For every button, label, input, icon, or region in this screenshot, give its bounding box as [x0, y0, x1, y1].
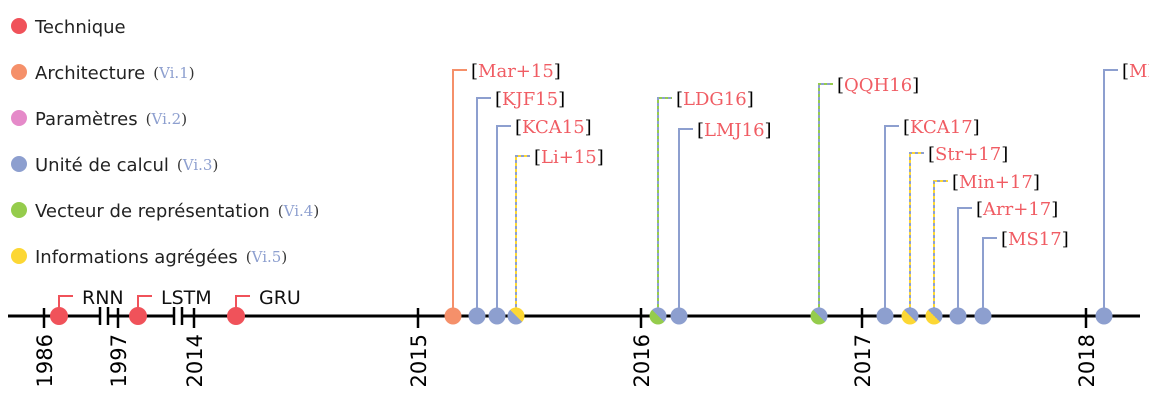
- year-label-2014: 2014: [183, 334, 207, 387]
- reference-stem-dash-str-17: [909, 152, 924, 316]
- reference-stem-mar-15: [452, 69, 467, 316]
- year-label-2018: 2018: [1075, 334, 1099, 387]
- reference-marker-mly18: [1095, 307, 1113, 325]
- reference-marker-kjf15: [468, 307, 486, 325]
- legend-label-vecteur: Vecteur de représentation: [35, 201, 270, 222]
- reference-label-ldg16: [LDG16]: [676, 89, 754, 110]
- reference-label-min-17: [Min+17]: [952, 172, 1040, 193]
- reference-stem-str-17: [909, 152, 924, 316]
- technique-label-lstm: LSTM: [161, 287, 212, 309]
- legend-label-informations: Informations agrégées: [35, 247, 238, 268]
- year-label-2017: 2017: [851, 334, 875, 387]
- reference-stem-dash-ldg16: [657, 97, 672, 316]
- legend-dot-vecteur: [11, 202, 27, 218]
- reference-stem-li-15: [515, 155, 530, 316]
- legend-label-unite: Unité de calcul: [35, 155, 169, 176]
- reference-stem-mly18: [1103, 69, 1118, 316]
- timeline-axis: [8, 307, 1140, 328]
- reference-marker-mar-15: [444, 307, 462, 325]
- reference-stem-kca15: [496, 125, 511, 316]
- reference-label-qqh16: [QQH16]: [837, 75, 919, 96]
- reference-marker-ldg16: [649, 307, 667, 325]
- reference-label-mly18: [MLY18]: [1122, 61, 1149, 82]
- reference-stem-qqh16: [818, 83, 833, 316]
- reference-stem-dash-min-17: [933, 180, 948, 316]
- legend-ref-architecture: (Vi.1): [153, 64, 194, 82]
- reference-stem-dash-qqh16: [818, 83, 833, 316]
- reference-label-ms17: [MS17]: [1001, 229, 1069, 250]
- legend-dot-architecture: [11, 64, 27, 80]
- reference-marker-min-17: [925, 307, 943, 325]
- legend: Technique Architecture (Vi.1) Paramètres (Vi…: [11, 17, 319, 268]
- reference-stems: [58, 69, 1118, 316]
- reference-marker-lmj16: [670, 307, 688, 325]
- legend-section-ref: Vi.2: [151, 110, 182, 128]
- technique-marker-gru: [227, 307, 245, 325]
- reference-marker-arr-17: [949, 307, 967, 325]
- reference-label-kca17: [KCA17]: [903, 117, 980, 138]
- legend-section-ref: Vi.3: [182, 156, 213, 174]
- year-label-2016: 2016: [630, 334, 654, 387]
- timeline-markers: RNN LSTM GRU [Mar+15] [KJF15] [KCA15] [Li+15] […: [50, 61, 1149, 325]
- reference-stem-lmj16: [678, 128, 693, 316]
- technique-label-gru: GRU: [259, 287, 301, 309]
- legend-dot-technique: [11, 18, 27, 34]
- reference-stem-min-17: [933, 180, 948, 316]
- year-label-2015: 2015: [407, 334, 431, 387]
- legend-section-ref: Vi.1: [158, 64, 189, 82]
- reference-marker-qqh16: [810, 307, 828, 325]
- technique-marker-rnn: [50, 307, 68, 325]
- reference-stem-arr-17: [957, 207, 972, 316]
- reference-label-lmj16: [LMJ16]: [697, 120, 772, 141]
- legend-label-parametres: Paramètres: [35, 109, 138, 130]
- reference-marker-kca15: [488, 307, 506, 325]
- reference-marker-ms17: [974, 307, 992, 325]
- technique-marker-lstm: [129, 307, 147, 325]
- axis-break-gap: [100, 312, 108, 320]
- legend-dot-parametres: [11, 110, 27, 126]
- reference-label-mar-15: [Mar+15]: [471, 61, 561, 82]
- legend-label-architecture: Architecture: [35, 63, 145, 84]
- legend-dot-unite: [11, 156, 27, 172]
- reference-label-kca15: [KCA15]: [515, 117, 592, 138]
- legend-ref-unite: (Vi.3): [177, 156, 218, 174]
- reference-label-kjf15: [KJF15]: [495, 89, 565, 110]
- legend-ref-parametres: (Vi.2): [146, 110, 187, 128]
- reference-marker-li-15: [507, 307, 525, 325]
- technique-label-rnn: RNN: [82, 287, 124, 309]
- legend-label-technique: Technique: [34, 17, 126, 38]
- legend-section-ref: Vi.4: [283, 202, 314, 220]
- reference-label-li-15: [Li+15]: [534, 147, 604, 168]
- reference-stem-ldg16: [657, 97, 672, 316]
- reference-label-arr-17: [Arr+17]: [976, 199, 1058, 220]
- reference-label-str-17: [Str+17]: [928, 144, 1008, 165]
- year-label-1986: 1986: [33, 334, 57, 387]
- reference-stem-kjf15: [476, 97, 491, 316]
- reference-stem-ms17: [982, 237, 997, 316]
- legend-ref-vecteur: (Vi.4): [278, 202, 319, 220]
- year-labels: 1986 1997 2014 2015 2016 2017 2018: [33, 334, 1099, 387]
- legend-ref-informations: (Vi.5): [246, 248, 287, 266]
- reference-stem-dash-li-15: [515, 155, 530, 316]
- year-label-1997: 1997: [107, 334, 131, 387]
- axis-break-gap: [174, 312, 182, 320]
- reference-marker-kca17: [876, 307, 894, 325]
- reference-stem-kca17: [884, 125, 899, 316]
- legend-dot-informations: [11, 248, 27, 264]
- legend-section-ref: Vi.5: [251, 248, 282, 266]
- reference-marker-str-17: [901, 307, 919, 325]
